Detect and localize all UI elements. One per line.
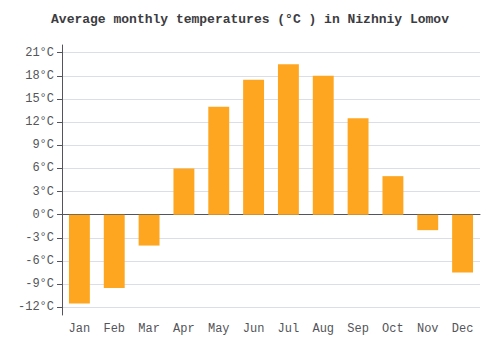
svg-text:12°C: 12°C bbox=[25, 115, 54, 129]
svg-text:18°C: 18°C bbox=[25, 69, 54, 83]
svg-text:Mar: Mar bbox=[138, 322, 160, 336]
svg-text:0°C: 0°C bbox=[32, 208, 54, 222]
svg-text:Jan: Jan bbox=[69, 322, 91, 336]
svg-text:-6°C: -6°C bbox=[25, 254, 54, 268]
svg-text:Jul: Jul bbox=[278, 322, 300, 336]
svg-text:15°C: 15°C bbox=[25, 92, 54, 106]
svg-text:Average monthly temperatures (: Average monthly temperatures (°C ) in Ni… bbox=[51, 12, 449, 27]
svg-text:Oct: Oct bbox=[382, 322, 404, 336]
svg-text:Aug: Aug bbox=[312, 322, 334, 336]
svg-text:Apr: Apr bbox=[173, 322, 195, 336]
svg-text:Dec: Dec bbox=[452, 322, 474, 336]
svg-text:21°C: 21°C bbox=[25, 46, 54, 60]
svg-text:May: May bbox=[208, 322, 230, 336]
svg-text:3°C: 3°C bbox=[32, 185, 54, 199]
svg-text:-3°C: -3°C bbox=[25, 231, 54, 245]
svg-text:-12°C: -12°C bbox=[18, 300, 54, 314]
svg-text:Feb: Feb bbox=[103, 322, 125, 336]
svg-text:6°C: 6°C bbox=[32, 161, 54, 175]
svg-text:-9°C: -9°C bbox=[25, 277, 54, 291]
svg-text:Nov: Nov bbox=[417, 322, 439, 336]
svg-text:9°C: 9°C bbox=[32, 138, 54, 152]
svg-text:Jun: Jun bbox=[243, 322, 265, 336]
svg-text:Sep: Sep bbox=[347, 322, 369, 336]
